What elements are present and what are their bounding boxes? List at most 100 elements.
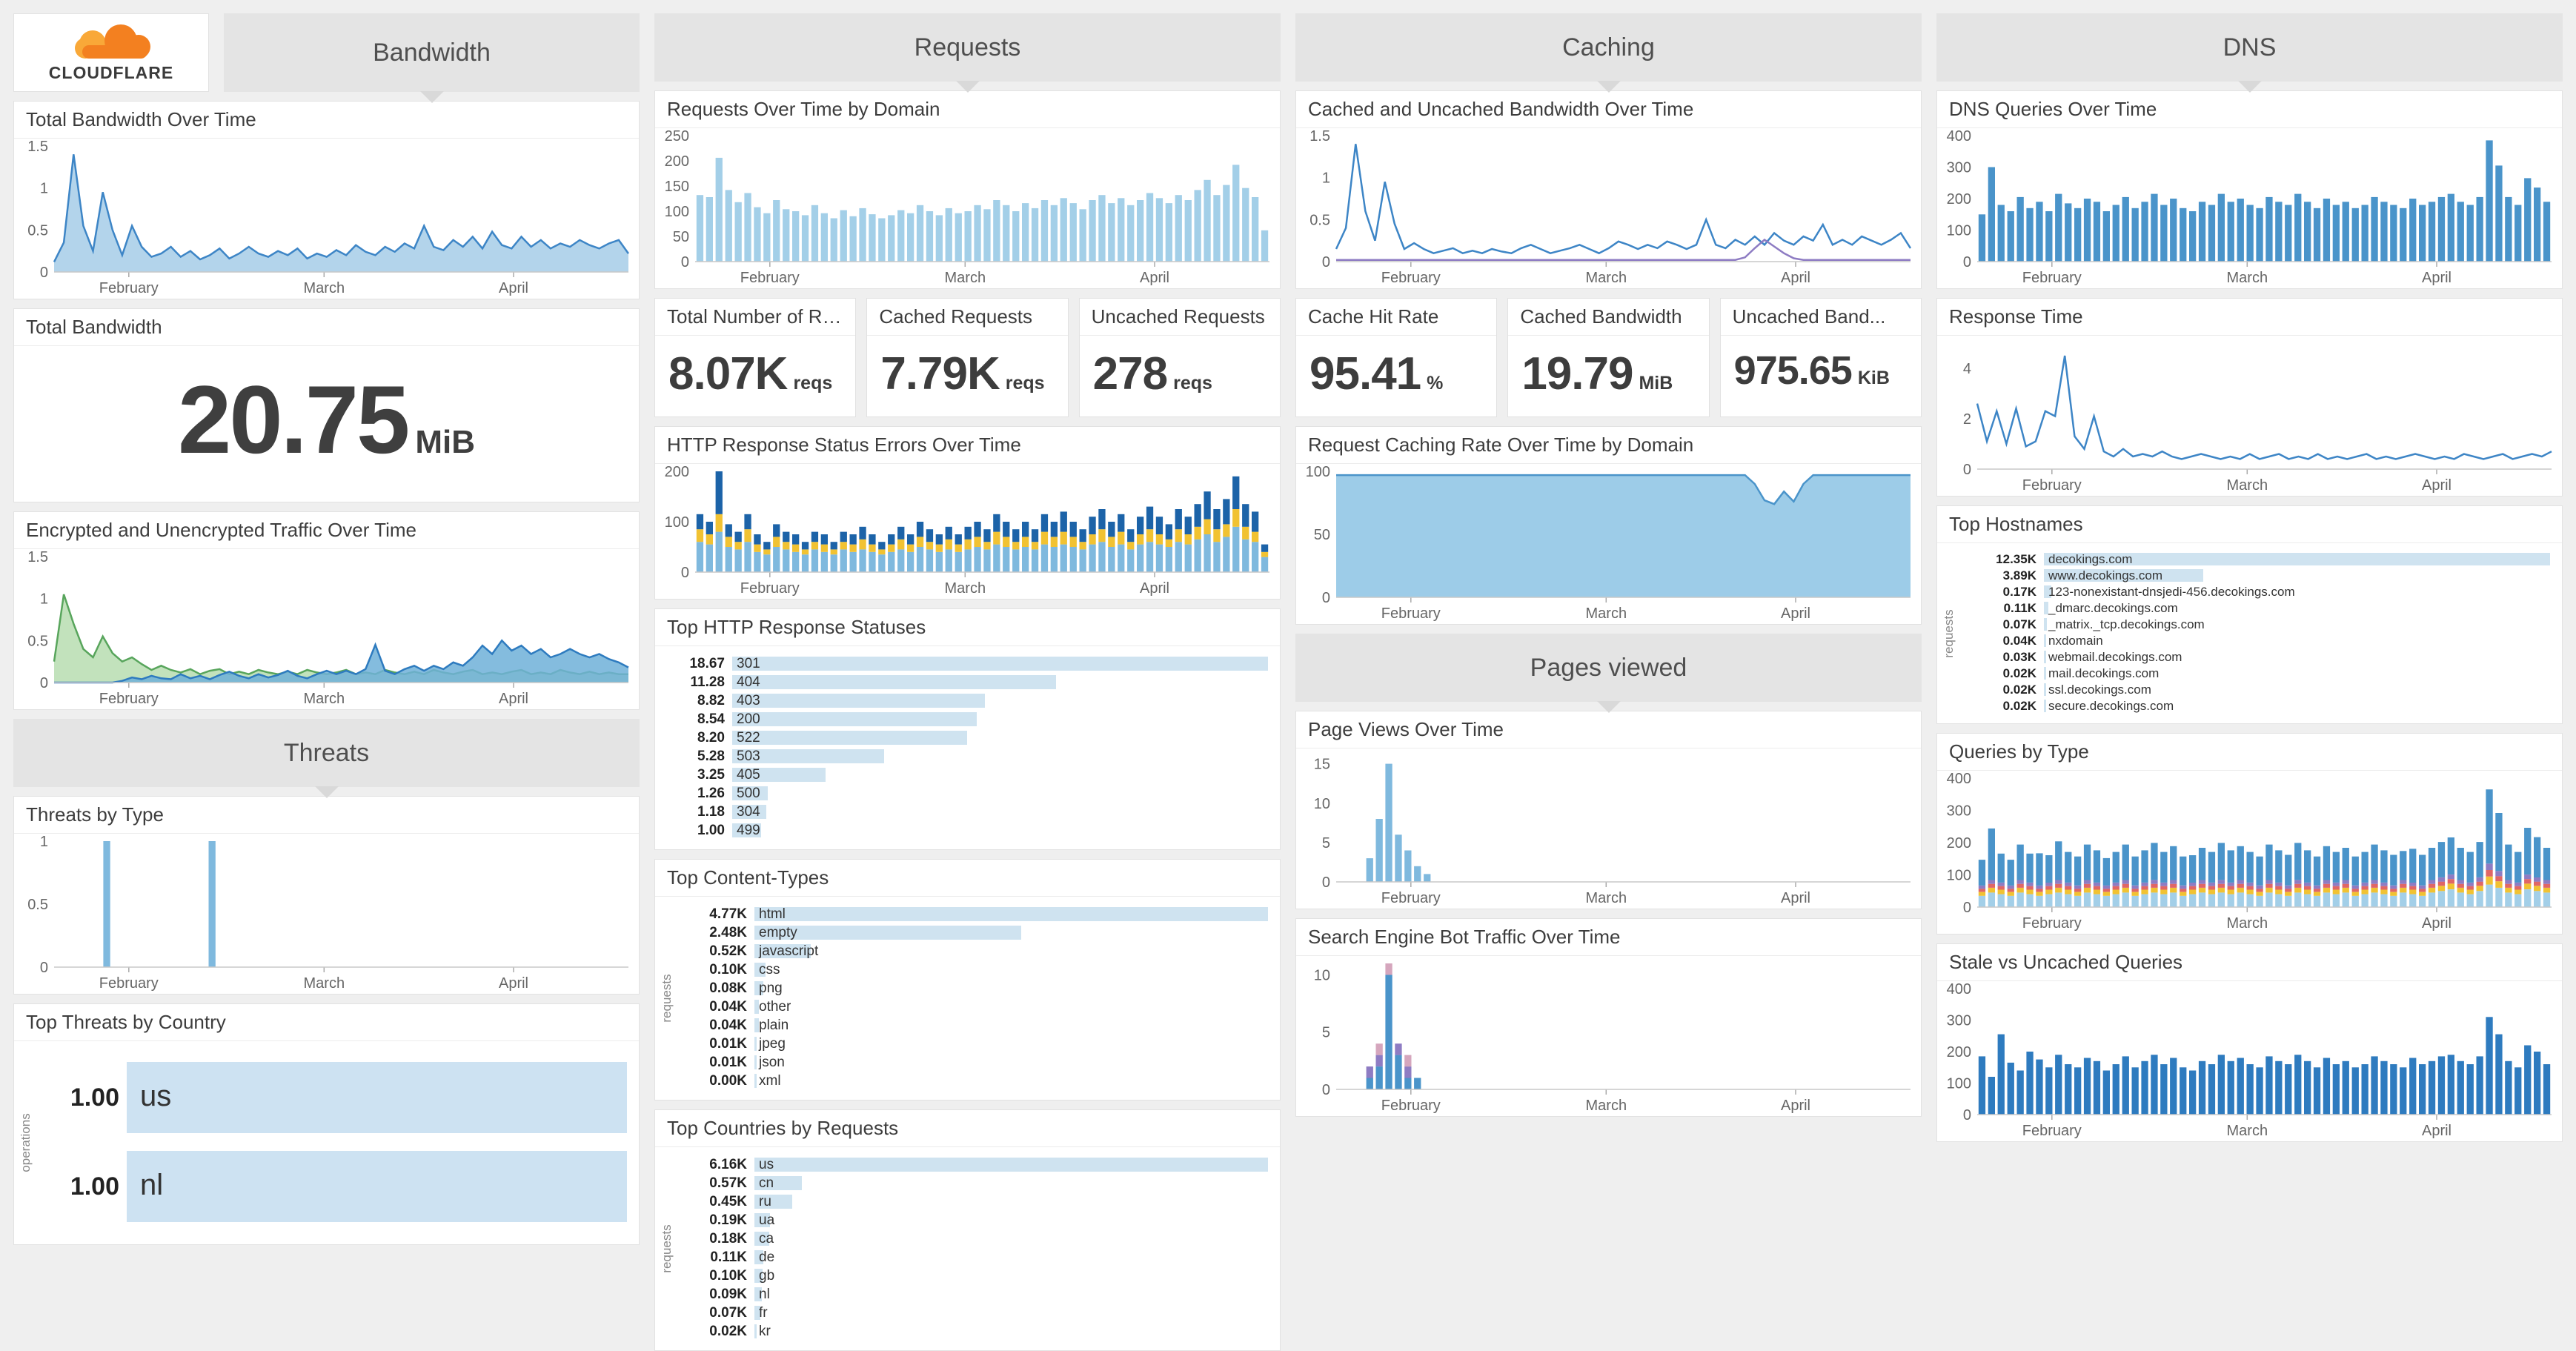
section-header-dns: DNS <box>1936 13 2563 82</box>
list-item: 0.02K secure.decokings.com <box>1971 698 2550 714</box>
svg-text:5: 5 <box>1322 1025 1330 1041</box>
stat-value: 975.65 <box>1733 348 1853 393</box>
cloudflare-logo[interactable]: CLOUDFLARE <box>13 13 209 92</box>
svg-text:April: April <box>2422 477 2451 494</box>
row-value: 3.89K <box>2002 568 2036 582</box>
row-value: 8.54 <box>697 711 725 727</box>
row-bar: 500 <box>732 785 1268 802</box>
svg-text:300: 300 <box>1947 160 1971 176</box>
card-requests-over-time: Requests Over Time by Domain 0 50 100 150 20… <box>654 90 1281 289</box>
http-statuses-list-wrap: 18.67 301 11.28 404 8.82 403 8.54 200 8.20 522 5.2… <box>655 646 1280 849</box>
stat-unit: KiB <box>1857 368 1890 388</box>
list-item: 0.10K gb <box>689 1267 1268 1284</box>
row-value: 11.28 <box>690 674 726 690</box>
svg-text:50: 50 <box>1314 527 1330 543</box>
svg-text:1.5: 1.5 <box>27 139 48 155</box>
stat-card-total-requests: Total Number of Re... 8.07K reqs <box>654 298 857 417</box>
list-item: 0.07K _matrix._tcp.decokings.com <box>1971 617 2550 632</box>
svg-text:0: 0 <box>1322 874 1330 891</box>
svg-text:200: 200 <box>1947 835 1971 852</box>
row-label: 301 <box>737 656 760 671</box>
svg-text:250: 250 <box>665 128 689 145</box>
list-item: 8.54 200 <box>667 711 1268 728</box>
row-label: decokings.com <box>2048 552 2133 566</box>
row-value: 0.04K <box>2002 633 2036 648</box>
section-title: Requests <box>914 33 1021 62</box>
row-value: 0.52K <box>709 943 747 959</box>
section-header-caching: Caching <box>1295 13 1922 82</box>
row-value: 0.07K <box>709 1304 747 1321</box>
svg-text:5: 5 <box>1322 835 1330 852</box>
svg-text:0: 0 <box>40 675 48 691</box>
card-title: Top Threats by Country <box>14 1004 639 1041</box>
list-item: 0.00K xml <box>689 1072 1268 1089</box>
card-top-http-statuses: Top HTTP Response Statuses 18.67 301 11.28… <box>654 608 1281 850</box>
card-title: Stale vs Uncached Queries <box>1937 944 2562 981</box>
row-bar: us <box>754 1156 1268 1173</box>
row-value: 8.82 <box>697 692 725 708</box>
row-bar: 522 <box>732 729 1268 746</box>
row-bar: ua <box>754 1212 1268 1229</box>
svg-text:April: April <box>1140 270 1169 286</box>
card-threats-by-type: Threats by Type 0 0.5 1 February March April <box>13 796 640 995</box>
row-label: www.decokings.com <box>2048 568 2163 582</box>
list-item: 4.77K html <box>689 906 1268 923</box>
total-bandwidth-chart: 0 0.5 1 1.5 February March April <box>14 139 639 299</box>
row-label: 503 <box>737 748 760 764</box>
row-label: nl <box>759 1287 770 1302</box>
row-bar: javascript <box>754 943 1268 960</box>
row-label: css <box>759 962 780 977</box>
row-value: 2.48K <box>709 924 747 940</box>
column-caching: Caching Cached and Uncached Bandwidth Ov… <box>1295 13 1922 1270</box>
row-value: 0.02K <box>2002 698 2036 713</box>
row-value: 0.19K <box>709 1212 747 1228</box>
card-title: Total Bandwidth Over Time <box>14 102 639 139</box>
svg-text:0: 0 <box>681 565 689 581</box>
card-top-content-types: Top Content-Types requests 4.77K html 2.48… <box>654 859 1281 1101</box>
http-statuses-list: 18.67 301 11.28 404 8.82 403 8.54 200 8.20 522 5.2… <box>667 655 1268 839</box>
row-bar: secure.decokings.com <box>2044 698 2550 714</box>
svg-text:0: 0 <box>1322 1082 1330 1098</box>
stat-unit: MiB <box>415 424 475 460</box>
row-label: 304 <box>737 804 760 820</box>
svg-text:0: 0 <box>40 265 48 281</box>
card-queries-by-type: Queries by Type 0 100 200 300 400 February Mar… <box>1936 733 2563 935</box>
row-value: 0.00K <box>709 1072 747 1089</box>
y-axis-label: requests <box>1942 608 1956 658</box>
brand-wordmark: CLOUDFLARE <box>48 62 174 82</box>
row-value: 0.02K <box>2002 682 2036 697</box>
svg-text:100: 100 <box>1947 1076 1971 1092</box>
card-response-time: Response Time 0 2 4 February March April <box>1936 298 2563 497</box>
row-value: 0.11K <box>2003 600 2036 615</box>
svg-text:March: March <box>2227 270 2268 286</box>
list-item: 0.04K nxdomain <box>1971 633 2550 648</box>
row-label: 404 <box>737 674 760 690</box>
row-value: 0.11K <box>710 1249 747 1265</box>
svg-text:400: 400 <box>1947 128 1971 145</box>
countries-list: 6.16K us 0.57K cn 0.45K ru 0.19K ua 0.18K ca 0.11K… <box>689 1156 1268 1340</box>
svg-text:0: 0 <box>1322 590 1330 606</box>
row-value: 0.18K <box>709 1230 747 1247</box>
svg-text:400: 400 <box>1947 771 1971 787</box>
card-dns-queries: DNS Queries Over Time 0 100 200 300 400 Febru… <box>1936 90 2563 289</box>
svg-text:February: February <box>2022 915 2082 932</box>
row-label: 123-nonexistant-dnsjedi-456.decokings.co… <box>2048 585 2295 599</box>
row-label: cn <box>759 1175 774 1191</box>
svg-text:2: 2 <box>1963 411 1971 428</box>
row-bar: ssl.decokings.com <box>2044 682 2550 697</box>
svg-text:10: 10 <box>1314 796 1330 812</box>
card-cached-uncached-bandwidth: Cached and Uncached Bandwidth Over Time … <box>1295 90 1922 289</box>
list-item: 0.11K de <box>689 1249 1268 1266</box>
stat-value: 19.79 <box>1521 348 1633 399</box>
svg-text:February: February <box>2022 270 2082 286</box>
stat-unit: reqs <box>1173 373 1212 394</box>
row-label: empty <box>759 925 797 940</box>
svg-text:0.5: 0.5 <box>27 633 48 649</box>
row-value: 0.09K <box>709 1286 747 1302</box>
row-bar: css <box>754 961 1268 978</box>
svg-text:100: 100 <box>1947 868 1971 884</box>
svg-text:March: March <box>304 975 345 992</box>
column-dns: DNS DNS Queries Over Time 0 100 200 300 400 F… <box>1936 13 2563 1270</box>
list-item: 0.02K mail.decokings.com <box>1971 665 2550 681</box>
svg-text:February: February <box>1381 270 1441 286</box>
